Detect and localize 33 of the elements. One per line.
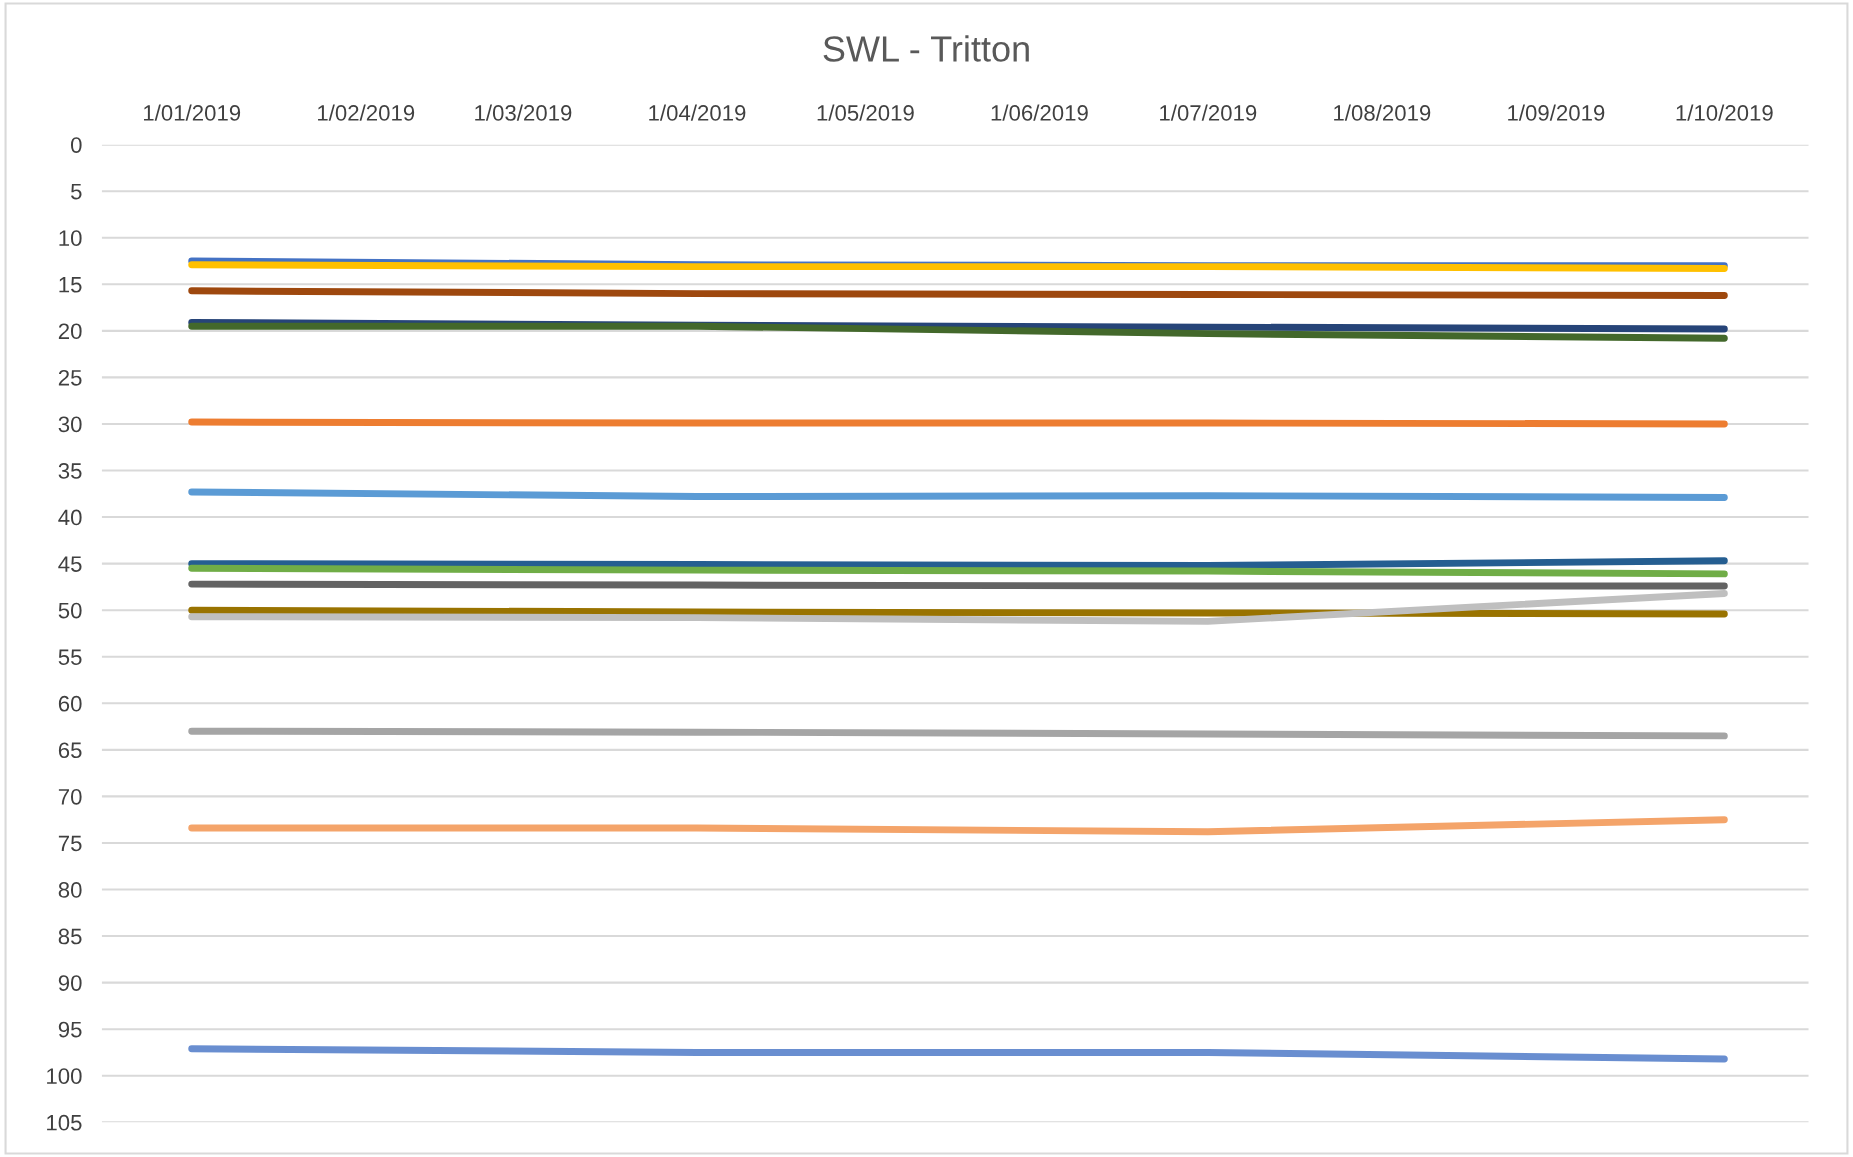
y-tick-label: 35 (58, 463, 82, 479)
x-tick-label: 1/09/2019 (1508, 104, 1605, 121)
y-tick-label: 85 (58, 928, 82, 945)
x-tick-label: 1/07/2019 (1160, 104, 1257, 121)
y-tick-label: 50 (58, 602, 82, 619)
y-tick-label: 20 (58, 323, 82, 340)
y-tick-label: 55 (58, 649, 82, 666)
y-tick-label: 30 (58, 416, 82, 433)
x-tick-label: 1/02/2019 (318, 104, 415, 121)
y-tick-label: 75 (58, 835, 82, 852)
y-tick-label: 25 (58, 369, 82, 386)
x-tick-label: 1/10/2019 (1676, 104, 1773, 121)
y-tick-label: 15 (59, 277, 82, 293)
y-tick-label: 80 (58, 882, 82, 898)
y-tick-label: 5 (71, 183, 82, 200)
y-tick-label: 0 (70, 137, 82, 153)
y-tick-label: 70 (58, 788, 82, 805)
y-tick-label: 45 (58, 556, 82, 572)
chart-title: SWL - Tritton (823, 35, 1029, 62)
y-tick-label: 65 (58, 742, 82, 759)
x-tick-label: 1/08/2019 (1334, 104, 1431, 121)
y-tick-label: 10 (59, 230, 82, 247)
y-tick-label: 100 (47, 1068, 82, 1085)
x-tick-label: 1/06/2019 (991, 104, 1088, 121)
x-tick-label: 1/01/2019 (144, 104, 241, 121)
y-tick-label: 105 (47, 1114, 82, 1131)
x-tick-label: 1/03/2019 (475, 104, 572, 121)
y-tick-label: 90 (58, 975, 82, 991)
x-tick-label: 1/05/2019 (817, 104, 914, 121)
x-tick-label: 1/04/2019 (649, 104, 746, 121)
y-tick-label: 40 (58, 509, 82, 526)
y-tick-label: 95 (58, 1021, 82, 1038)
y-tick-label: 60 (58, 695, 82, 712)
